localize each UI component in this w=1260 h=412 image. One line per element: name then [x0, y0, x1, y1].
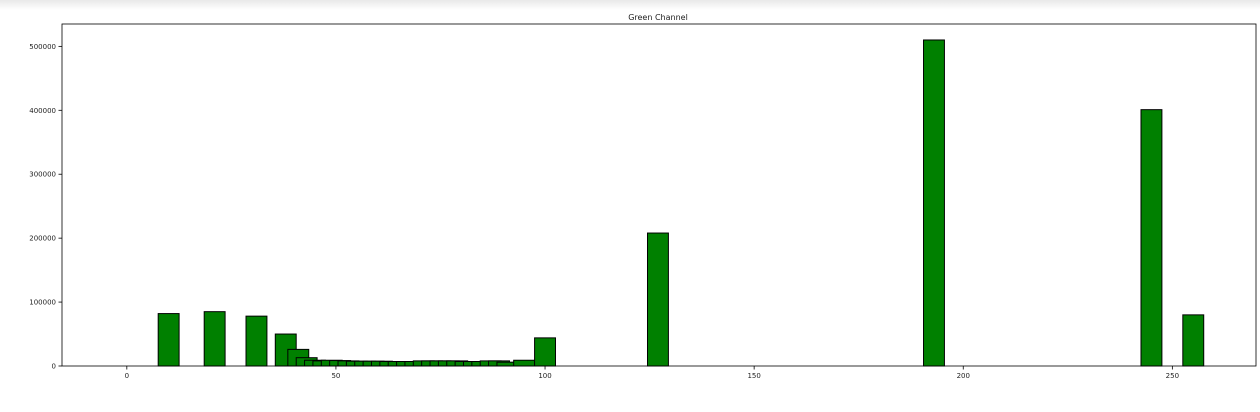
histogram-bar: [1182, 314, 1205, 367]
y-tick-label: 500000: [29, 43, 56, 51]
bars-layer: [157, 39, 1205, 367]
plot-frame: [61, 23, 1257, 367]
histogram-bar: [203, 311, 226, 367]
x-tick-label: 250: [1166, 372, 1179, 380]
histogram-bar: [534, 337, 556, 367]
histogram-bar: [157, 313, 180, 367]
x-tick-label: 150: [747, 372, 760, 380]
window-top-shadow: [0, 0, 1260, 10]
histogram-bar: [245, 315, 268, 367]
y-tick-label: 300000: [29, 171, 56, 179]
x-tick-label: 50: [331, 372, 340, 380]
y-tick-label: 0: [52, 363, 56, 371]
chart-title: Green Channel: [628, 13, 688, 22]
histogram-bar: [1140, 109, 1163, 367]
histogram-bar: [513, 359, 536, 367]
histogram-bar: [646, 232, 669, 367]
x-tick-label: 0: [125, 372, 129, 380]
x-tick-label: 100: [538, 372, 551, 380]
axes-layer: 0 50 100 150 200 250 0 100000 200000 300000 400000…: [29, 23, 1257, 380]
y-tick-label: 100000: [29, 299, 56, 307]
y-tick-label: 200000: [29, 235, 56, 243]
y-tick-label: 400000: [29, 107, 56, 115]
histogram-bar: [923, 39, 945, 367]
x-tick-label: 200: [957, 372, 970, 380]
